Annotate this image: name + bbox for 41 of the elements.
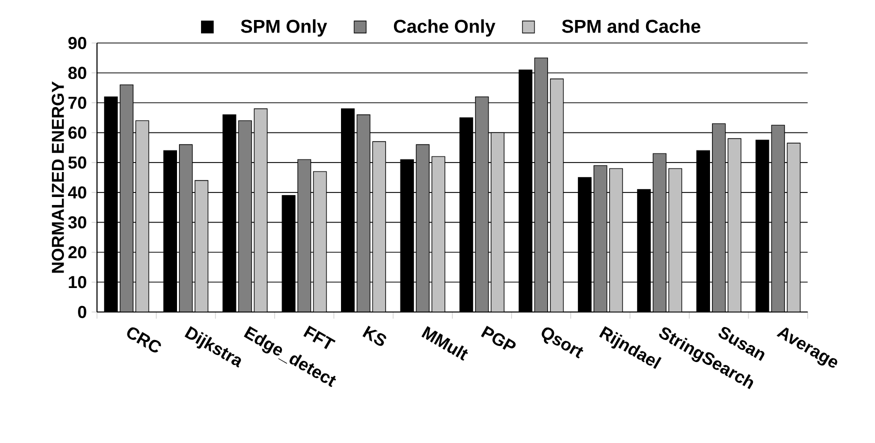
bar — [416, 144, 430, 312]
bar — [238, 120, 252, 312]
bar — [728, 138, 742, 312]
legend-label: SPM Only — [240, 19, 328, 37]
bar — [668, 168, 682, 312]
y-tick-label: 90 — [68, 36, 86, 50]
bar — [356, 114, 370, 312]
bar — [771, 124, 785, 312]
bar — [534, 58, 548, 312]
x-tick-label: PGP — [480, 326, 516, 350]
y-tick-label: 20 — [68, 246, 86, 258]
bar — [550, 78, 564, 312]
y-tick-label: 0 — [78, 306, 86, 318]
legend-label: SPM and Cache — [562, 19, 700, 33]
bar — [712, 123, 726, 312]
y-tick-label: 70 — [68, 96, 86, 109]
bar — [594, 165, 608, 312]
y-tick-label: 40 — [68, 186, 86, 199]
x-tick-label: KS — [362, 326, 386, 346]
bar — [194, 180, 208, 312]
bar — [135, 120, 150, 312]
bar — [609, 168, 623, 312]
bar — [179, 144, 193, 312]
y-tick-label: 10 — [68, 276, 86, 288]
y-axis-title: NORMALIZED ENERGY — [52, 81, 64, 273]
y-tick-label: 60 — [68, 126, 86, 139]
bar — [120, 84, 134, 312]
bar — [297, 159, 312, 312]
bar — [475, 96, 489, 312]
bar — [786, 142, 801, 312]
bar — [313, 171, 327, 312]
y-tick-label: 80 — [68, 66, 86, 79]
bar — [372, 141, 386, 312]
bar — [254, 108, 268, 312]
bar — [652, 153, 666, 312]
bar — [490, 132, 504, 312]
bar — [432, 156, 446, 312]
y-tick-label: 30 — [68, 216, 86, 228]
legend-label: Cache Only — [394, 19, 496, 37]
x-tick-label: CRC — [127, 327, 161, 352]
y-tick-label: 50 — [68, 156, 86, 169]
